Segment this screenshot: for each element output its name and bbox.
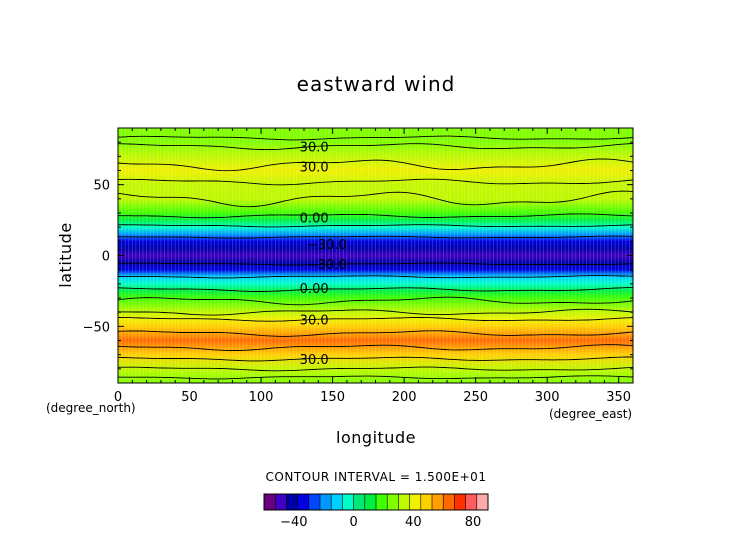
contour-label: 0.00 (300, 211, 329, 226)
x-tick-label: 150 (320, 390, 345, 405)
x-tick-label: 200 (392, 390, 417, 405)
colorbar-swatch (465, 494, 478, 510)
colorbar (263, 493, 489, 511)
contour-line (118, 317, 633, 322)
colorbar-swatch (275, 494, 287, 510)
colorbar-swatch (342, 494, 354, 510)
contour-line (118, 135, 633, 141)
contour-line (118, 158, 633, 172)
x-axis-title: longitude (336, 428, 416, 447)
wind-field (118, 128, 633, 383)
contour-line (118, 224, 633, 228)
contour-line (118, 213, 633, 219)
contour-label: 30.0 (300, 353, 329, 368)
contour-line (118, 275, 633, 279)
y-axis-ticks: 50 0 −50 (83, 141, 633, 370)
colorbar-tick-label: 40 (405, 515, 422, 530)
colorbar-swatch (331, 494, 343, 510)
colorbar-swatch (264, 494, 276, 510)
contour-interval: CONTOUR INTERVAL = 1.500E+01 (266, 470, 487, 484)
colorbar-swatch (364, 494, 377, 510)
colorbar-swatch (454, 494, 466, 510)
colorbar-swatch (398, 494, 410, 510)
contour-label: 30.0 (300, 160, 329, 175)
colorbar-swatch (476, 494, 489, 510)
colorbar-swatch (387, 494, 399, 510)
contour-line (118, 296, 633, 306)
contour-line (118, 235, 633, 239)
contour-line (118, 308, 633, 316)
y-axis-title: latitude (56, 222, 75, 287)
colorbar-swatch (297, 494, 310, 510)
colorbar-swatch (353, 494, 366, 510)
x-axis-unit: (degree_east) (549, 407, 632, 421)
contour-label: 0.00 (300, 282, 329, 297)
colorbar-swatch (308, 494, 321, 510)
x-tick-label: 300 (535, 390, 560, 405)
colorbar-swatch (443, 494, 455, 510)
x-axis-ticks: 0 50 100 150 200 250 300 350 (114, 128, 631, 405)
x-tick-label: 100 (249, 390, 274, 405)
contour-line (118, 143, 633, 151)
colorbar-swatch (420, 494, 433, 510)
contour-lines (118, 135, 633, 380)
x-tick-label: 350 (606, 390, 631, 405)
y-tick-label: −50 (83, 320, 110, 335)
contour-line (118, 366, 633, 372)
y-tick-label: 0 (102, 250, 110, 265)
contour-line (118, 356, 633, 362)
x-tick-label: 50 (181, 390, 198, 405)
colorbar-swatch (376, 494, 388, 510)
contour-line (118, 190, 633, 208)
colorbar-tick-label: 0 (349, 515, 357, 530)
contour-label: −30.0 (307, 238, 347, 253)
contour-labels: 30.0 30.0 0.00 −30.0 −30.0 0.00 30.0 30.0 (300, 140, 347, 367)
x-tick-label: 0 (114, 390, 122, 405)
contour-line (118, 344, 633, 351)
contour-label: 30.0 (300, 140, 329, 155)
contour-label: 30.0 (300, 313, 329, 328)
contour-line (118, 262, 633, 266)
colorbar-swatch (432, 494, 444, 510)
contour-line (118, 178, 633, 186)
plot-area: 30.0 30.0 0.00 −30.0 −30.0 0.00 30.0 30.0 (117, 127, 634, 384)
contour-line (118, 287, 633, 292)
colorbar-tick-label: −40 (280, 515, 307, 530)
colorbar-swatch (286, 494, 298, 510)
contour-line (118, 330, 633, 337)
colorbar-tick-label: 80 (465, 515, 482, 530)
x-tick-label: 250 (463, 390, 488, 405)
colorbar-swatch (320, 494, 332, 510)
colorbar-swatch (409, 494, 422, 510)
y-tick-label: 50 (93, 179, 110, 194)
y-axis-unit: (degree_north) (46, 401, 136, 415)
grid-lines (118, 128, 633, 383)
chart-title: eastward wind (297, 72, 456, 96)
colorbar-frame (263, 493, 489, 511)
contour-label: −30.0 (307, 258, 347, 273)
colorbar-ticks: −40 0 40 80 (280, 515, 481, 530)
